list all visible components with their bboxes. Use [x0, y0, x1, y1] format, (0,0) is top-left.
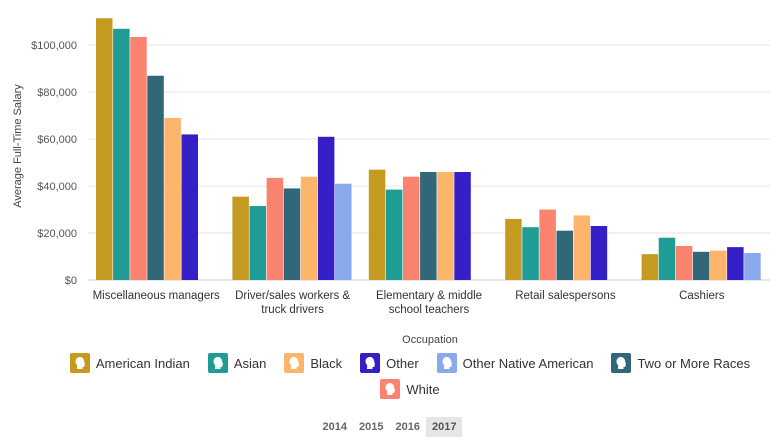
person-silhouette-icon	[436, 353, 457, 373]
legend-label: Asian	[233, 355, 267, 371]
y-tick-label: $40,000	[37, 181, 77, 193]
bar[interactable]	[727, 247, 744, 280]
bar[interactable]	[658, 237, 676, 280]
bar[interactable]	[539, 209, 556, 280]
legend-item[interactable]: Other Native American	[436, 353, 594, 373]
year-selector: 2014 2015 2016 2017	[0, 417, 779, 437]
bar[interactable]	[744, 253, 761, 280]
bar[interactable]	[675, 245, 693, 280]
legend-item[interactable]: American Indian	[69, 353, 190, 373]
y-tick-label: $80,000	[37, 87, 77, 99]
bar[interactable]	[113, 28, 130, 280]
bar[interactable]	[181, 134, 199, 280]
person-silhouette-icon	[380, 379, 401, 399]
bar[interactable]	[96, 18, 113, 280]
y-tick-label: $0	[65, 275, 77, 287]
bar[interactable]	[130, 37, 147, 280]
legend-item[interactable]: White	[380, 379, 440, 399]
y-axis-ticks: $0 $20,000 $40,000 $60,000 $80,000 $100,000	[31, 40, 77, 287]
year-button-2015[interactable]: 2015	[359, 421, 384, 433]
year-button-2014[interactable]: 2014	[322, 421, 348, 433]
bar[interactable]	[437, 172, 454, 280]
person-silhouette-icon	[69, 353, 90, 373]
legend-item[interactable]: Asian	[207, 353, 267, 373]
legend-label: Black	[310, 355, 343, 371]
bar[interactable]	[335, 183, 352, 280]
legend-label: White	[406, 381, 440, 397]
bar[interactable]	[403, 176, 420, 280]
bar[interactable]	[692, 251, 710, 280]
person-silhouette-icon	[360, 353, 381, 373]
bar[interactable]	[164, 118, 181, 280]
x-category-label: school teachers	[389, 304, 470, 316]
x-category-label: Retail salespersons	[515, 290, 616, 302]
legend-label: Two or More Races	[637, 355, 751, 371]
person-silhouette-icon	[207, 353, 228, 373]
bar[interactable]	[300, 176, 318, 280]
x-category-label: Miscellaneous managers	[93, 290, 220, 302]
x-axis-categories: Miscellaneous managers Driver/sales worke…	[93, 290, 725, 316]
bar[interactable]	[232, 196, 249, 280]
x-category-label: Elementary & middle	[376, 290, 482, 302]
bar[interactable]	[283, 188, 301, 280]
bar[interactable]	[454, 172, 471, 280]
legend-item[interactable]: Other	[360, 353, 419, 373]
bar[interactable]	[147, 75, 164, 280]
bar[interactable]	[420, 172, 437, 280]
x-category-label: Cashiers	[679, 290, 725, 302]
bar[interactable]	[710, 250, 727, 280]
x-category-label: Driver/sales workers &	[235, 290, 350, 302]
legend-label: American Indian	[95, 355, 190, 371]
x-axis-title: Occupation	[402, 334, 458, 346]
person-silhouette-icon	[284, 353, 305, 373]
bar[interactable]	[505, 218, 522, 280]
legend: American Indian Asian Black Other Other Nati…	[60, 353, 760, 399]
bar[interactable]	[385, 189, 403, 280]
bar[interactable]	[641, 254, 659, 280]
y-tick-label: $100,000	[31, 40, 77, 52]
legend-label: Other	[386, 355, 419, 371]
y-tick-label: $60,000	[37, 134, 77, 146]
legend-item[interactable]: Black	[284, 353, 342, 373]
legend-item[interactable]: Two or More Races	[611, 353, 750, 373]
bar[interactable]	[556, 230, 574, 280]
bar[interactable]	[522, 227, 539, 280]
bar-chart: $0 $20,000 $40,000 $60,000 $80,000 $100,000 M…	[12, 18, 770, 346]
bar[interactable]	[590, 226, 608, 280]
year-button-2016[interactable]: 2016	[395, 421, 420, 433]
bar[interactable]	[368, 169, 386, 280]
y-tick-label: $20,000	[37, 228, 77, 240]
bar[interactable]	[266, 177, 284, 280]
bar[interactable]	[249, 206, 267, 280]
bar[interactable]	[317, 136, 335, 280]
y-axis-title: Average Full-Time Salary	[12, 84, 24, 208]
legend-label: Other Native American	[462, 355, 594, 371]
x-category-label: truck drivers	[261, 304, 324, 316]
bars	[96, 18, 761, 280]
bar[interactable]	[573, 215, 591, 280]
person-silhouette-icon	[611, 353, 632, 373]
year-button-2017[interactable]: 2017	[425, 417, 463, 437]
